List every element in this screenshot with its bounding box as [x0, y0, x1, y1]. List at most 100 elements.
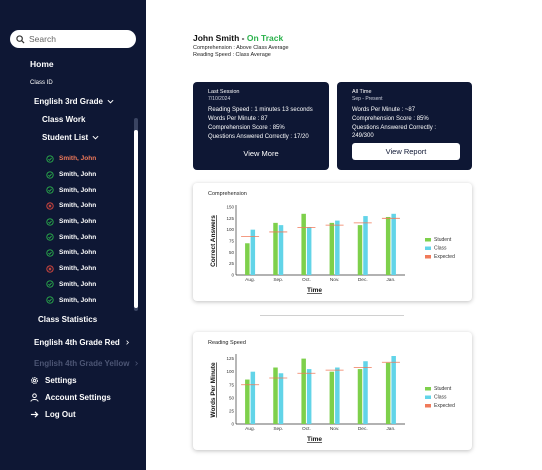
bar-student	[385, 216, 391, 275]
student-list: Smith, John Smith, John Smith, John Smith, …	[46, 151, 96, 308]
student-name-label: Smith, John	[59, 280, 97, 288]
legend-swatch	[425, 387, 431, 391]
all-time-comprehension: Comprehension Score : 85%	[352, 116, 429, 122]
student-list-item[interactable]: Smith, John	[46, 261, 96, 277]
student-list-item[interactable]: Smith, John	[46, 182, 96, 198]
nav-settings[interactable]: Settings	[30, 376, 77, 385]
y-tick-label: 25	[229, 261, 235, 266]
chevron-down-icon	[92, 135, 99, 140]
x-circle-icon	[46, 265, 54, 273]
search-icon	[16, 34, 25, 44]
user-icon	[30, 393, 39, 402]
legend-label: Expected	[434, 403, 455, 409]
chevron-down-icon	[107, 99, 114, 104]
student-name: John Smith	[193, 33, 240, 43]
x-axis-label: Time	[307, 287, 322, 294]
student-list-item[interactable]: Smith, John	[46, 151, 96, 167]
bar-student	[301, 358, 306, 424]
nav-student-list[interactable]: Student List	[42, 133, 99, 142]
x-tick-label: Oct.	[302, 426, 311, 432]
divider	[260, 315, 404, 316]
last-session-date: 7/10/2024	[208, 96, 231, 102]
bar-class	[363, 361, 368, 424]
chevron-right-icon	[135, 361, 139, 366]
bar-class	[250, 229, 256, 275]
legend-label: Class	[434, 395, 447, 401]
nav-log-out[interactable]: Log Out	[30, 410, 76, 419]
scrollbar-thumb[interactable]	[134, 130, 138, 308]
y-tick-label: 100	[226, 227, 234, 232]
nav-settings-label: Settings	[45, 376, 77, 385]
last-session-questions: Questions Answered Correctly : 17/20	[208, 134, 309, 140]
x-tick-label: Dec.	[358, 277, 368, 283]
bar-class	[278, 225, 284, 275]
chart-title: Comprehension	[208, 191, 247, 197]
bar-class	[306, 369, 312, 424]
view-report-button[interactable]: View Report	[352, 143, 460, 160]
y-tick-label: 100	[226, 369, 234, 374]
reading-speed-summary: Reading Speed : Class Average	[193, 52, 271, 58]
bar-student	[301, 213, 306, 275]
bar-student	[273, 367, 278, 424]
student-list-item[interactable]: Smith, John	[46, 245, 96, 261]
nav-home[interactable]: Home	[30, 59, 54, 69]
legend-label: Student	[434, 386, 452, 392]
y-tick-label: 75	[229, 239, 235, 244]
bar-class	[278, 373, 284, 424]
bar-student	[385, 362, 391, 424]
bar-class	[391, 213, 396, 275]
check-circle-icon	[46, 233, 54, 241]
class-id-label: Class ID	[30, 80, 53, 86]
nav-english-4th-grade-yellow[interactable]: English 4th Grade Yellow	[34, 359, 140, 368]
student-list-item[interactable]: Smith, John	[46, 292, 96, 308]
student-list-item[interactable]: Smith, John	[46, 214, 96, 230]
nav-english-3rd-grade-label: English 3rd Grade	[34, 97, 103, 106]
nav-english-4th-grade-red[interactable]: English 4th Grade Red	[34, 338, 131, 347]
student-list-item[interactable]: Smith, John	[46, 229, 96, 245]
chart-title: Reading Speed	[208, 340, 246, 346]
check-circle-icon	[46, 280, 54, 288]
x-circle-icon	[46, 202, 54, 210]
student-name-label: Smith, John	[59, 155, 97, 163]
view-more-button[interactable]: View More	[243, 149, 279, 158]
arrow-right-icon	[30, 411, 39, 418]
y-tick-label: 25	[229, 408, 235, 413]
x-tick-label: Dec.	[358, 426, 368, 432]
reading-speed-chart-card: Reading Speed 0 25 50 75 100 125 Words Per Minu…	[193, 332, 472, 450]
legend-swatch	[425, 246, 431, 250]
student-name-label: Smith, John	[59, 186, 97, 194]
check-circle-icon	[46, 170, 54, 179]
x-tick-label: Aug.	[245, 426, 255, 432]
status-badge: On Track	[246, 33, 284, 43]
y-tick-label: 50	[229, 395, 235, 400]
x-tick-label: Sep.	[273, 426, 283, 432]
search-box[interactable]	[10, 30, 136, 48]
bar-student	[273, 222, 278, 275]
student-list-item[interactable]: Smith, John	[46, 167, 96, 183]
student-name-label: Smith, John	[59, 265, 97, 273]
nav-english-3rd-grade[interactable]: English 3rd Grade	[34, 97, 114, 106]
y-axis-label: Correct Answers	[210, 215, 217, 267]
check-circle-icon	[46, 155, 54, 163]
student-list-item[interactable]: Smith, John	[46, 277, 96, 293]
bar-class	[306, 227, 312, 275]
sidebar-scrollbar[interactable]	[134, 118, 138, 311]
bar-class	[335, 367, 340, 424]
sidebar: Home Class ID English 3rd Grade Class Wo…	[0, 0, 146, 470]
legend-swatch	[425, 238, 431, 242]
student-list-item[interactable]: Smith, John	[46, 198, 96, 214]
x-tick-label: Aug.	[245, 277, 255, 283]
chevron-right-icon	[126, 340, 129, 345]
nav-class-work[interactable]: Class Work	[42, 115, 86, 124]
nav-class-statistics[interactable]: Class Statistics	[38, 315, 98, 324]
nav-account-settings[interactable]: Account Settings	[30, 393, 111, 402]
bar-student	[329, 371, 335, 424]
check-circle-icon	[46, 249, 54, 257]
header-separator: -	[239, 33, 247, 43]
all-time-title: All Time	[352, 89, 372, 95]
check-circle-icon	[46, 217, 54, 226]
bar-student	[245, 243, 250, 275]
all-time-date: Sep - Present	[352, 96, 383, 102]
search-input[interactable]	[29, 34, 129, 44]
student-name-label: Smith, John	[59, 233, 97, 241]
